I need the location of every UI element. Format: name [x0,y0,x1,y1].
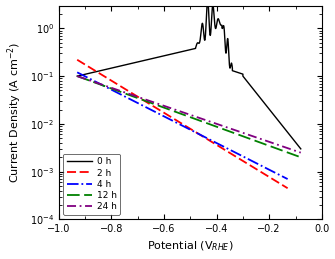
0 h [299,147,303,150]
X-axis label: Potential (V$_{RHE}$): Potential (V$_{RHE}$) [147,240,233,254]
Legend: 0 h, 2 h, 4 h, 12 h, 24 h: 0 h, 2 h, 4 h, 12 h, 24 h [63,154,120,215]
4 h [266,168,270,171]
12 h [299,156,303,159]
0 h [195,41,199,45]
24 h [76,75,80,78]
2 h [286,187,290,190]
12 h [264,143,268,146]
12 h [76,75,80,78]
4 h [286,177,290,181]
24 h [75,75,79,78]
24 h [208,120,212,123]
4 h [200,134,204,137]
2 h [253,167,257,170]
24 h [299,151,303,154]
4 h [76,71,80,74]
Line: 4 h: 4 h [77,72,288,179]
0 h [213,21,217,24]
12 h [212,124,216,127]
2 h [75,58,79,61]
Line: 12 h: 12 h [77,76,301,157]
0 h [205,8,209,11]
4 h [204,136,208,139]
24 h [208,120,212,123]
Line: 2 h: 2 h [77,60,288,188]
Y-axis label: Current Density (A cm$^{-2}$): Current Density (A cm$^{-2}$) [6,42,24,183]
4 h [253,161,257,164]
2 h [266,175,270,178]
0 h [75,75,79,78]
12 h [208,123,212,126]
12 h [278,148,282,151]
0 h [206,0,210,2]
24 h [212,121,216,125]
4 h [75,71,79,74]
0 h [241,73,245,76]
0 h [203,38,207,41]
Line: 0 h: 0 h [77,0,301,149]
2 h [200,135,204,138]
24 h [278,144,282,147]
2 h [204,137,208,140]
24 h [264,139,268,142]
4 h [200,134,204,138]
2 h [200,134,204,137]
Line: 24 h: 24 h [77,76,301,153]
0 h [198,39,202,42]
12 h [208,123,212,126]
2 h [76,59,80,62]
12 h [75,75,79,78]
